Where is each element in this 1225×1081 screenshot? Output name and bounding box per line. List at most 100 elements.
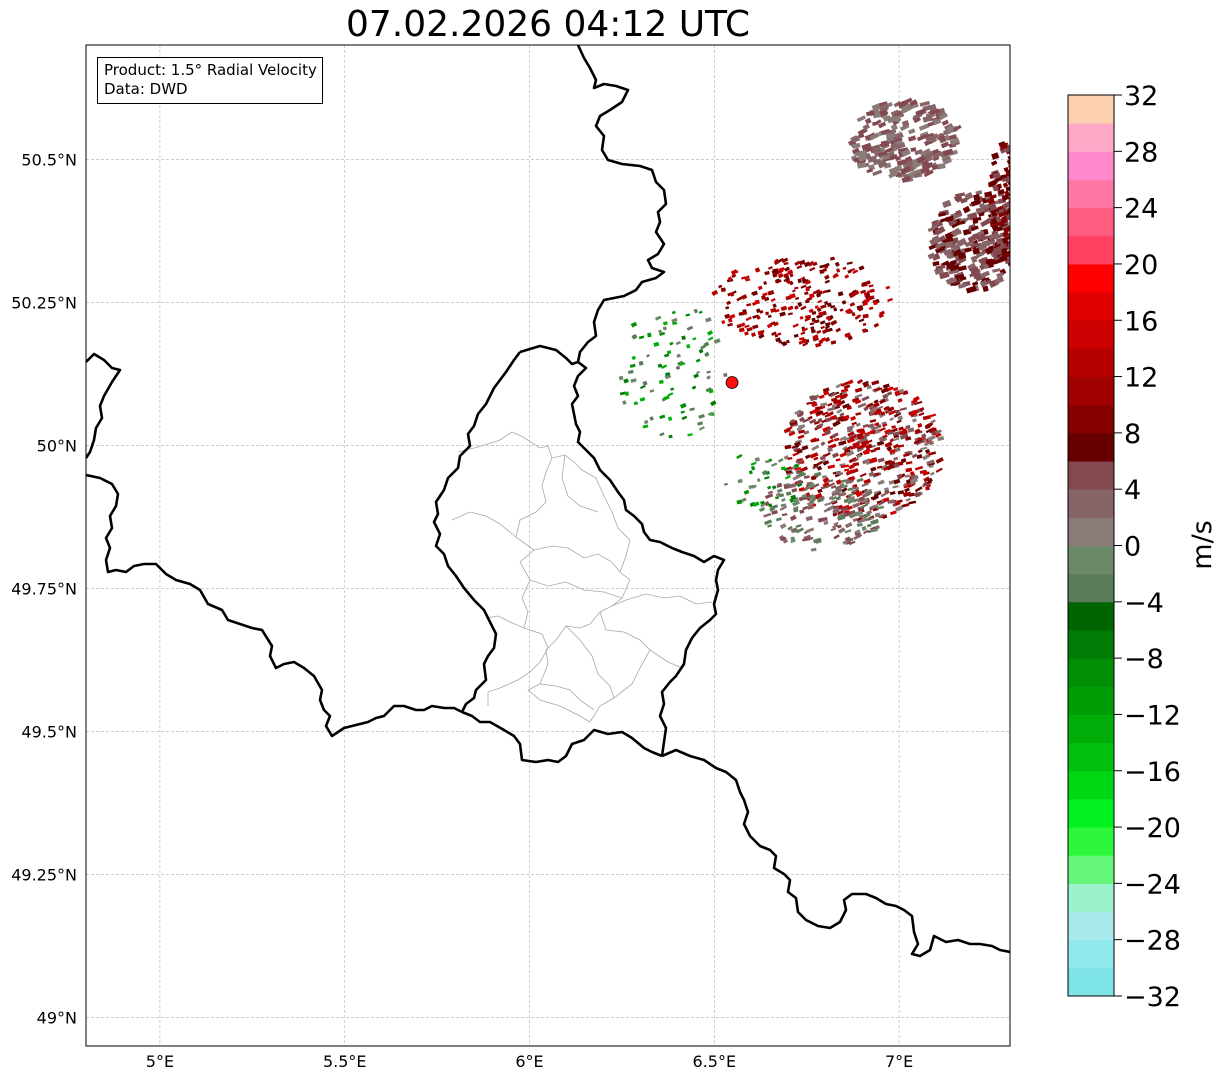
echo-pixel [772,273,778,278]
echo-pixel [939,135,946,143]
echo-pixel [806,401,812,405]
echo-pixel [882,393,889,399]
echo-pixel [834,484,843,491]
echo-pixel [867,296,874,301]
echo-pixel [681,335,686,341]
echo-pixel [875,159,882,164]
echo-pixel [896,419,902,424]
echo-pixel [870,449,876,453]
echo-pixel [726,300,732,306]
echo-pixel [887,430,894,436]
echo-pixel [996,271,1005,278]
echo-pixel [862,423,869,428]
echo-pixel [821,419,827,424]
border-france-germany [661,748,1010,958]
echo-pixel [785,295,791,300]
lon-tick-label: 5°E [146,1052,174,1071]
echo-pixel [696,370,700,375]
echo-pixel [829,391,837,398]
echo-pixel [792,289,796,293]
echo-pixel [723,482,728,486]
echo-pixel [827,438,834,445]
echo-pixel [852,457,859,463]
echo-pixel [853,290,860,296]
echo-pixel [837,527,846,534]
echo-pixel [798,487,805,492]
echo-pixel [851,489,857,493]
echo-pixel [1011,181,1019,188]
echo-pixel [816,293,821,298]
echo-pixel [931,220,938,226]
radar-site-marker[interactable] [725,376,739,389]
echo-pixel [743,489,750,495]
echo-pixel [843,414,850,421]
echo-pixel [817,488,823,494]
echo-pixel [957,252,967,260]
echo-pixel [935,246,946,254]
echo-pixel [989,179,998,187]
echo-pixel [995,238,1002,245]
echo-pixel [838,440,847,446]
echo-pixel [831,495,837,501]
echo-pixel [763,512,772,518]
echo-pixel [908,128,916,135]
echo-pixel [856,149,868,159]
echo-pixel [778,267,785,272]
echo-pixel [951,227,962,237]
echo-pixel [948,149,958,156]
echo-pixel [1014,228,1023,236]
echo-pixel [856,453,862,459]
echo-pixel [790,494,797,500]
echo-pixel [811,329,816,334]
echo-pixel [830,304,836,309]
echo-pixel [812,335,819,342]
echo-pixel [978,202,986,211]
echo-pixel [925,486,930,491]
echo-pixel [965,240,975,248]
echo-pixel [851,147,860,155]
echo-pixel [764,270,770,276]
echo-pixel [730,292,735,297]
echo-pixel [867,491,873,496]
echo-pixel [707,336,714,341]
echo-pixel [892,443,900,449]
echo-pixel [830,415,837,421]
echo-pixel [809,498,816,504]
echo-pixel [840,464,850,469]
echo-pixel [863,478,872,485]
echo-pixel [914,400,923,406]
echo-pixel [821,310,827,316]
echo-pixel [811,438,820,443]
echo-pixel [832,399,842,405]
echo-pixel [816,329,822,334]
echo-pixel [871,121,879,126]
echo-pixel [910,169,921,178]
echo-pixel [835,496,842,501]
echo-pixel [949,264,960,272]
echo-pixel [1004,190,1010,198]
echo-pixel [676,353,681,358]
echo-pixel [1013,208,1018,213]
echo-pixel [877,160,888,169]
echo-pixel [989,240,996,245]
echo-pixel [827,482,835,488]
echo-pixel [823,262,830,268]
echo-pixel [975,208,985,215]
echo-pixel [845,469,854,476]
echo-pixel [752,314,759,319]
echo-pixel [713,338,721,344]
echo-pixel [1012,170,1020,176]
echo-pixel [799,509,805,514]
echo-pixel [900,457,907,464]
echo-pixel [967,235,975,243]
echo-pixel [835,479,842,485]
echo-pixel [776,488,783,494]
echo-pixel [1013,188,1019,192]
echo-pixel [691,385,697,390]
echo-pixel [937,435,945,442]
echo-pixel [855,412,862,416]
echo-pixel [802,505,809,511]
echo-pixel [879,479,885,485]
echo-pixel [872,402,880,409]
